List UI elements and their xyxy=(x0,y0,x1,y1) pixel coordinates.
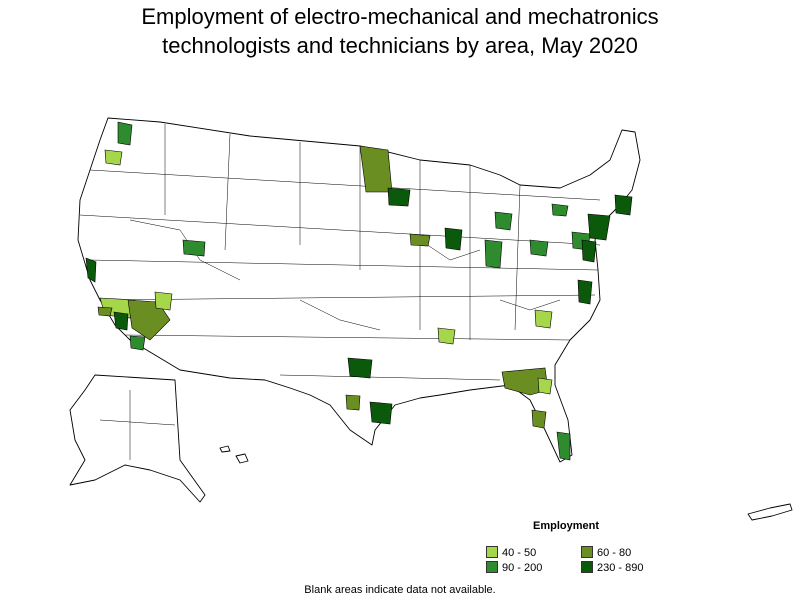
legend-swatch xyxy=(486,561,498,573)
contiguous-us-outline xyxy=(77,117,641,463)
area-georgia xyxy=(501,367,549,396)
legend-item-40-50: 40 - 50 xyxy=(486,546,536,560)
area-austin xyxy=(345,394,361,411)
title-line-1: Employment of electro-mechanical and mec… xyxy=(141,4,659,29)
area-tampa xyxy=(531,409,547,429)
area-houston xyxy=(369,401,393,425)
area-maryland xyxy=(577,279,593,305)
alaska-boundaries xyxy=(99,390,176,460)
area-new-jersey xyxy=(581,239,597,263)
area-dallas xyxy=(347,357,373,379)
legend-label: 40 - 50 xyxy=(502,547,537,559)
area-portland xyxy=(104,149,123,166)
legend-label: 90 - 200 xyxy=(502,562,543,574)
legend-title: Employment xyxy=(533,520,600,532)
area-los-angeles xyxy=(113,311,129,331)
area-new-york xyxy=(587,213,611,241)
legend-swatch xyxy=(581,546,593,558)
area-ohio xyxy=(529,239,549,257)
area-sf-bay xyxy=(85,257,97,283)
puerto-rico-outline xyxy=(747,503,793,521)
legend-item-60-80: 60 - 80 xyxy=(581,546,631,560)
legend-swatch xyxy=(581,561,593,573)
area-indiana xyxy=(484,239,503,269)
area-wisconsin xyxy=(409,233,431,247)
area-las-vegas xyxy=(154,291,173,311)
area-upstate-ny xyxy=(551,203,569,217)
data-availability-note: Blank areas indicate data not available. xyxy=(304,584,496,596)
map-title: Employment of electro-mechanical and mec… xyxy=(0,2,800,60)
area-salt-lake xyxy=(182,239,206,257)
area-south-florida xyxy=(556,431,571,461)
legend-label: 60 - 80 xyxy=(597,547,632,559)
area-minneapolis xyxy=(387,187,411,207)
area-nc xyxy=(534,309,553,329)
area-santa-barbara xyxy=(97,306,113,317)
legend-item-230-890: 230 - 890 xyxy=(581,561,643,575)
area-southern-ca-desert xyxy=(127,299,171,341)
title-line-2: technologists and technicians by area, M… xyxy=(162,33,638,58)
area-tennessee xyxy=(437,327,456,345)
area-north-dakota xyxy=(359,145,393,193)
legend-swatch xyxy=(486,546,498,558)
legend-item-90-200: 90 - 200 xyxy=(486,561,542,575)
area-chicago xyxy=(444,227,463,251)
area-san-diego xyxy=(129,335,146,351)
area-new-england xyxy=(614,194,633,216)
hawaii-outline xyxy=(219,445,249,464)
area-seattle xyxy=(117,121,133,146)
area-michigan xyxy=(494,211,513,231)
alaska-outline xyxy=(69,374,206,503)
area-jacksonville xyxy=(537,377,553,395)
legend-label: 230 - 890 xyxy=(597,562,644,574)
